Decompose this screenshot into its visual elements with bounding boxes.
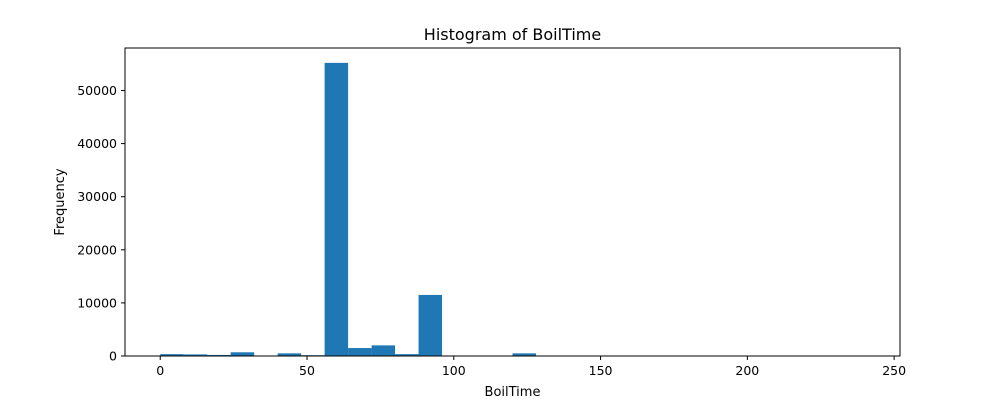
x-axis-label: BoilTime [485,385,541,400]
histogram-bar [230,352,255,356]
histogram-bar [418,294,443,356]
y-axis-label: Frequency [53,168,68,235]
x-tick-label: 50 [299,363,315,378]
histogram-bar [183,354,208,356]
chart-title: Histogram of BoilTime [424,25,601,44]
y-tick-label: 0 [109,349,117,364]
y-tick-label: 10000 [77,295,117,310]
plot-frame [124,47,901,357]
histogram-bar [348,348,372,356]
x-tick-label: 200 [735,363,759,378]
x-tick-label: 100 [442,363,466,378]
x-tick-label: 0 [156,363,164,378]
y-tick-label: 40000 [77,136,117,151]
histogram-bar [277,353,302,356]
histogram-bar [207,354,231,356]
histogram-bar [160,354,184,356]
x-axis-ticks: 0 50 100 150 200 250 [156,356,906,378]
y-tick-label: 20000 [77,242,117,257]
bars-group [160,62,536,357]
histogram-bar [395,354,419,356]
y-tick-label: 50000 [77,83,117,98]
histogram-bar [324,62,349,357]
histogram-bar [371,345,396,356]
x-tick-label: 150 [589,363,613,378]
x-tick-label: 250 [882,363,906,378]
y-tick-label: 30000 [77,189,117,204]
histogram-bar [512,353,536,356]
y-axis-ticks: 0 10000 20000 30000 40000 50000 [77,83,125,364]
